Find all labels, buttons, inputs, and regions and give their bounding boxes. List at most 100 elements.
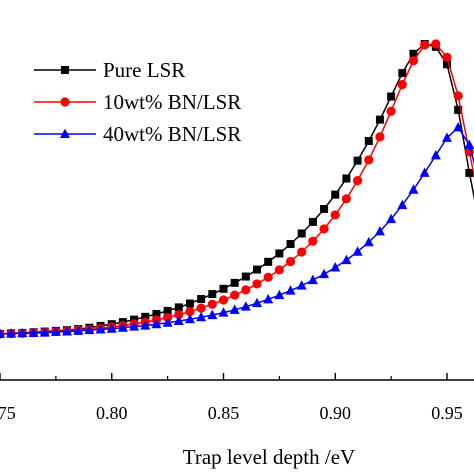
data-point xyxy=(375,132,385,142)
data-point xyxy=(398,69,407,78)
data-point xyxy=(430,149,441,160)
data-point xyxy=(320,204,329,213)
legend-marker xyxy=(60,128,70,138)
series-layer xyxy=(0,39,474,339)
data-point xyxy=(397,199,408,210)
data-point xyxy=(106,323,117,333)
x-tick-label: 0.85 xyxy=(208,403,240,423)
data-point xyxy=(264,257,273,266)
data-point xyxy=(285,256,296,267)
data-point xyxy=(353,175,363,186)
data-point xyxy=(443,60,451,69)
data-point xyxy=(263,293,274,304)
data-point xyxy=(174,310,184,320)
data-point xyxy=(28,327,39,337)
x-tick-label: 0.75 xyxy=(0,403,16,423)
data-point xyxy=(196,311,207,322)
data-point xyxy=(353,156,362,165)
data-point xyxy=(241,285,251,295)
legend-label: 10wt% BN/LSR xyxy=(103,90,241,114)
data-point xyxy=(465,168,474,177)
data-point xyxy=(95,324,106,334)
data-point xyxy=(342,174,351,183)
legend-item: Pure LSR xyxy=(34,58,185,82)
data-point xyxy=(319,268,330,279)
data-point xyxy=(330,210,340,220)
data-point xyxy=(241,272,250,281)
data-point xyxy=(62,326,73,336)
data-point xyxy=(453,121,464,132)
data-point xyxy=(386,106,396,116)
data-point xyxy=(296,280,307,290)
data-point xyxy=(207,299,217,309)
data-point xyxy=(364,137,373,146)
data-point xyxy=(308,236,318,246)
data-point xyxy=(352,246,363,256)
data-point xyxy=(140,320,151,330)
data-point xyxy=(253,265,262,274)
legend-label: 40wt% BN/LSR xyxy=(103,122,241,146)
data-point xyxy=(442,132,452,142)
data-point xyxy=(420,40,430,50)
legend: Pure LSR 10wt% BN/LSR 40wt% BN/LSR xyxy=(34,58,241,146)
data-point xyxy=(6,328,17,338)
data-point xyxy=(330,262,341,272)
x-tick-label: 0.90 xyxy=(320,403,352,423)
data-point xyxy=(341,194,352,204)
data-point xyxy=(297,229,306,238)
data-point xyxy=(0,328,5,338)
data-point xyxy=(319,224,329,234)
data-point xyxy=(408,56,419,66)
data-point xyxy=(84,324,95,335)
data-point xyxy=(218,307,229,317)
data-point xyxy=(263,272,273,282)
data-point xyxy=(230,290,240,300)
legend-marker xyxy=(60,97,70,107)
data-point xyxy=(286,239,295,248)
series-line xyxy=(0,126,474,335)
data-point xyxy=(431,39,441,49)
data-point xyxy=(275,249,284,258)
legend-marker xyxy=(61,66,69,74)
data-point xyxy=(208,290,217,299)
legend-item: 10wt% BN/LSR xyxy=(34,90,241,114)
data-point xyxy=(375,115,384,124)
x-tick-label: 0.80 xyxy=(96,403,128,423)
data-point xyxy=(341,254,352,265)
data-point xyxy=(151,318,162,329)
legend-label: Pure LSR xyxy=(103,58,185,82)
data-point xyxy=(50,326,61,336)
data-point xyxy=(386,213,397,224)
data-point xyxy=(454,105,463,114)
data-point xyxy=(409,49,418,58)
x-axis-title: Trap level depth /eV xyxy=(183,445,355,469)
data-point xyxy=(274,265,284,275)
data-point xyxy=(397,80,407,90)
data-point xyxy=(73,325,84,335)
x-axis-tick-labels: 0.75 0.80 0.85 0.90 0.95 xyxy=(0,403,463,423)
data-point xyxy=(173,315,184,326)
data-point xyxy=(331,190,340,199)
data-point xyxy=(374,225,385,236)
series-2 xyxy=(0,39,474,339)
data-point xyxy=(17,327,28,338)
data-point xyxy=(185,306,195,317)
data-point xyxy=(308,217,317,226)
data-point xyxy=(274,289,285,300)
data-point xyxy=(207,309,218,320)
data-point xyxy=(152,310,161,319)
data-point xyxy=(408,184,419,194)
data-point xyxy=(363,236,374,247)
data-point xyxy=(442,52,452,62)
legend-item: 40wt% BN/LSR xyxy=(34,122,241,146)
data-point xyxy=(163,306,172,315)
data-point xyxy=(297,247,307,257)
data-point xyxy=(229,304,240,314)
data-point xyxy=(39,327,50,337)
data-point xyxy=(141,312,150,321)
x-tick-label: 0.95 xyxy=(431,403,463,423)
x-axis-ticks xyxy=(0,373,448,380)
data-point xyxy=(240,301,251,311)
data-point xyxy=(252,279,262,289)
